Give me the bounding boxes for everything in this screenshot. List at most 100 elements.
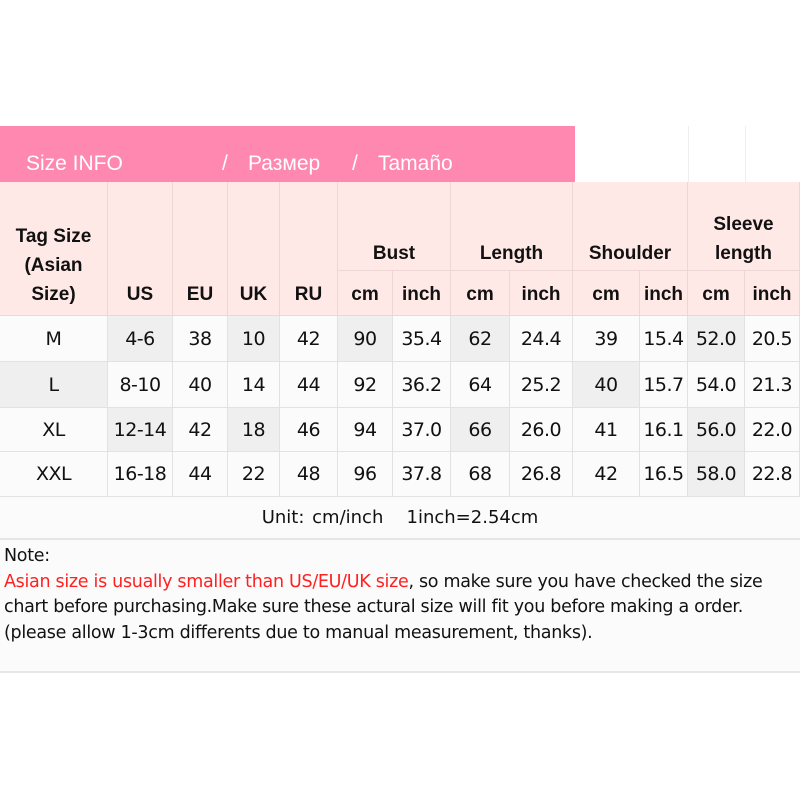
table-cell: 26.0 xyxy=(510,408,573,452)
table-cell: 20.5 xyxy=(745,316,800,362)
size-label-cell: XL xyxy=(0,408,108,452)
table-cell: 94 xyxy=(338,408,393,452)
table-cell: 15.4 xyxy=(640,316,688,362)
table-cell: 54.0 xyxy=(688,362,745,408)
table-cell: 90 xyxy=(338,316,393,362)
header-shoulder-cm: cm xyxy=(573,271,640,316)
table-cell: 66 xyxy=(451,408,510,452)
header-shoulder-label: Shoulder xyxy=(588,243,672,264)
header-tag-size: Tag Size (Asian Size) xyxy=(0,182,108,316)
table-cell: 22.0 xyxy=(745,408,800,452)
header-shoulder-inch-label: inch xyxy=(643,284,684,305)
table-cell: 14 xyxy=(228,362,280,408)
grid-line xyxy=(575,126,689,182)
note-box: Note: Asian size is usually smaller than… xyxy=(0,540,800,673)
table-cell: 24.4 xyxy=(510,316,573,362)
table-cell: 8-10 xyxy=(108,362,173,408)
header-bust-label: Bust xyxy=(372,243,416,264)
table-cell: 46 xyxy=(280,408,338,452)
table-cell: 16.1 xyxy=(640,408,688,452)
table-cell: 22.8 xyxy=(745,452,800,497)
header-uk: UK xyxy=(228,182,280,316)
title-separator: / xyxy=(352,152,358,175)
header-length-inch-label: inch xyxy=(521,284,561,305)
table-cell: 18 xyxy=(228,408,280,452)
note-body: , so make sure you have checked the size… xyxy=(4,571,763,643)
header-length-cm-label: cm xyxy=(466,284,494,305)
header-sleeve-cm: cm xyxy=(688,271,745,316)
header-shoulder-inch: inch xyxy=(640,271,688,316)
note-text: Asian size is usually smaller than US/EU… xyxy=(4,570,796,647)
size-label-cell: M xyxy=(0,316,108,362)
table-cell: 44 xyxy=(173,452,228,497)
unit-text: Unit: cm/inch 1inch=2.54cm xyxy=(261,507,539,528)
table-cell: 22 xyxy=(228,452,280,497)
header-length-inch: inch xyxy=(510,271,573,316)
header-sleeve: Sleeve length xyxy=(688,182,800,271)
size-info-title-bar: Size INFO / Размер / Tamaño xyxy=(0,126,575,182)
table-cell: 58.0 xyxy=(688,452,745,497)
table-cell: 16-18 xyxy=(108,452,173,497)
size-label-cell: XXL xyxy=(0,452,108,497)
table-cell: 68 xyxy=(451,452,510,497)
header-ru-label: RU xyxy=(294,284,323,305)
table-cell: 52.0 xyxy=(688,316,745,362)
header-tag-size-label: Tag Size (Asian Size) xyxy=(15,226,92,305)
header-sleeve-inch-label: inch xyxy=(752,284,792,305)
table-cell: 37.8 xyxy=(393,452,451,497)
title-russian: Размер xyxy=(248,152,321,175)
table-cell: 35.4 xyxy=(393,316,451,362)
title-size-info: Size INFO xyxy=(26,152,123,175)
title-separator: / xyxy=(222,152,228,175)
table-cell: 38 xyxy=(173,316,228,362)
header-length: Length xyxy=(451,182,573,271)
header-eu-label: EU xyxy=(186,284,214,305)
size-label-cell: L xyxy=(0,362,108,408)
table-cell: 25.2 xyxy=(510,362,573,408)
table-cell: 4-6 xyxy=(108,316,173,362)
table-cell: 42 xyxy=(280,316,338,362)
table-cell: 62 xyxy=(451,316,510,362)
header-shoulder-cm-label: cm xyxy=(592,284,620,305)
header-sleeve-label: Sleeve length xyxy=(713,214,774,264)
header-length-cm: cm xyxy=(451,271,510,316)
header-us: US xyxy=(108,182,173,316)
table-cell: 10 xyxy=(228,316,280,362)
table-cell: 64 xyxy=(451,362,510,408)
note-warning: Asian size is usually smaller than US/EU… xyxy=(4,571,409,592)
header-bust-cm-label: cm xyxy=(351,284,379,305)
table-cell: 26.8 xyxy=(510,452,573,497)
header-length-label: Length xyxy=(479,243,544,264)
table-cell: 44 xyxy=(280,362,338,408)
table-cell: 39 xyxy=(573,316,640,362)
table-cell: 21.3 xyxy=(745,362,800,408)
header-uk-label: UK xyxy=(239,284,268,305)
header-bust-inch-label: inch xyxy=(401,284,442,305)
table-cell: 48 xyxy=(280,452,338,497)
header-shoulder: Shoulder xyxy=(573,182,688,271)
table-cell: 96 xyxy=(338,452,393,497)
table-cell: 56.0 xyxy=(688,408,745,452)
unit-line: Unit: cm/inch 1inch=2.54cm xyxy=(0,497,800,540)
table-cell: 40 xyxy=(573,362,640,408)
table-cell: 37.0 xyxy=(393,408,451,452)
header-bust: Bust xyxy=(338,182,451,271)
table-cell: 92 xyxy=(338,362,393,408)
header-bust-inch: inch xyxy=(393,271,451,316)
table-cell: 15.7 xyxy=(640,362,688,408)
header-bust-cm: cm xyxy=(338,271,393,316)
header-sleeve-inch: inch xyxy=(745,271,800,316)
table-cell: 12-14 xyxy=(108,408,173,452)
header-sleeve-cm-label: cm xyxy=(702,284,730,305)
table-cell: 42 xyxy=(173,408,228,452)
table-cell: 42 xyxy=(573,452,640,497)
table-cell: 40 xyxy=(173,362,228,408)
table-cell: 41 xyxy=(573,408,640,452)
title-spanish: Tamaño xyxy=(378,152,453,175)
table-cell: 36.2 xyxy=(393,362,451,408)
header-us-label: US xyxy=(126,284,154,305)
header-eu: EU xyxy=(173,182,228,316)
grid-line xyxy=(689,126,746,182)
note-label: Note: xyxy=(4,546,50,566)
table-cell: 16.5 xyxy=(640,452,688,497)
